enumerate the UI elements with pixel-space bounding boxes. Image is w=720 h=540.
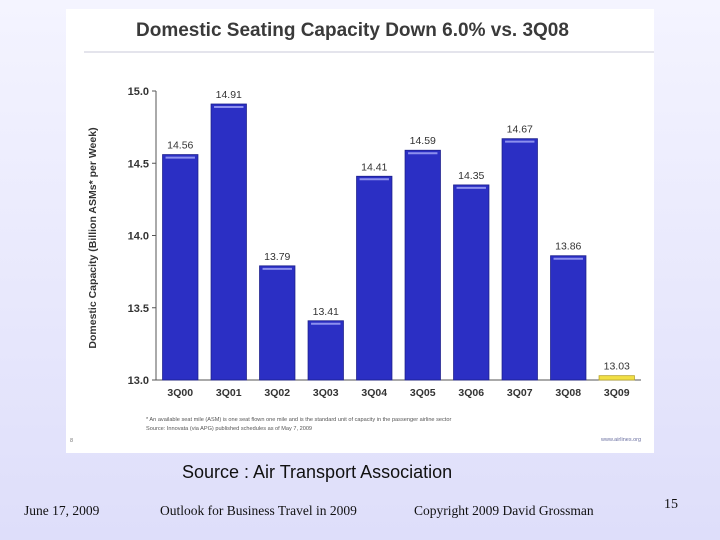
page-mark: 8 [70, 438, 73, 444]
y-axis-label: Domestic Capacity (Billion ASMs* per Wee… [87, 127, 99, 348]
bar-value-label: 14.59 [410, 135, 436, 147]
y-tick-label: 14.0 [128, 231, 149, 243]
bar-value-label: 13.41 [313, 306, 339, 318]
bar-value-label: 14.35 [458, 170, 484, 182]
x-tick-label: 3Q06 [458, 387, 484, 399]
plot-area: 13.0 13.5 14.0 14.5 15.0 14.56 3Q00 14.91 3Q01 13… [128, 86, 641, 399]
bar-3q01 [210, 103, 247, 381]
bar-value-label: 13.86 [555, 241, 581, 253]
y-tick-label: 15.0 [128, 86, 149, 98]
chart-panel: Domestic Seating Capacity Down 6.0% vs. … [66, 9, 654, 453]
bar-3q07 [501, 138, 538, 381]
slide-number: 15 [664, 497, 678, 512]
x-tick-label: 3Q01 [216, 387, 242, 399]
footer-title: Outlook for Business Travel in 2009 [160, 503, 357, 518]
x-tick-label: 3Q09 [604, 387, 630, 399]
bar-value-label: 14.56 [167, 140, 193, 152]
x-tick-label: 3Q08 [555, 387, 581, 399]
bar-value-label: 14.91 [216, 89, 242, 101]
x-tick-label: 3Q03 [313, 387, 339, 399]
y-tick-label: 13.5 [128, 303, 149, 315]
source-caption: Source : Air Transport Association [182, 462, 453, 482]
x-tick-label: 3Q02 [264, 387, 290, 399]
bar-3q09 [598, 375, 635, 381]
bar-3q04 [356, 175, 393, 381]
bar-value-label: 14.41 [361, 161, 387, 173]
bar-3q03 [307, 320, 344, 381]
footer-date: June 17, 2009 [24, 503, 100, 518]
bar-value-label: 13.03 [604, 361, 630, 373]
website-mark: www.airlines.org [600, 437, 641, 443]
bar-value-label: 14.67 [507, 124, 533, 136]
footnote-source: Source: Innovata (via APG) published sch… [146, 426, 312, 432]
bar-value-label: 13.79 [264, 251, 290, 263]
y-tick-label: 13.0 [128, 375, 149, 387]
x-tick-label: 3Q07 [507, 387, 533, 399]
x-tick-label: 3Q05 [410, 387, 436, 399]
bar-3q02 [259, 265, 296, 381]
x-tick-label: 3Q04 [361, 387, 387, 399]
bar-3q05 [404, 149, 441, 381]
y-tick-label: 14.5 [128, 158, 149, 170]
bar-3q06 [453, 184, 490, 381]
chart-title: Domestic Seating Capacity Down 6.0% vs. … [136, 20, 569, 41]
footnote-asm: * An available seat mile (ASM) is one se… [146, 417, 451, 423]
footer-copyright: Copyright 2009 David Grossman [414, 503, 594, 518]
bar-3q00 [162, 154, 199, 381]
bar-chart: Domestic Seating Capacity Down 6.0% vs. … [70, 20, 654, 444]
bar-3q08 [550, 255, 587, 381]
x-tick-label: 3Q00 [167, 387, 193, 399]
